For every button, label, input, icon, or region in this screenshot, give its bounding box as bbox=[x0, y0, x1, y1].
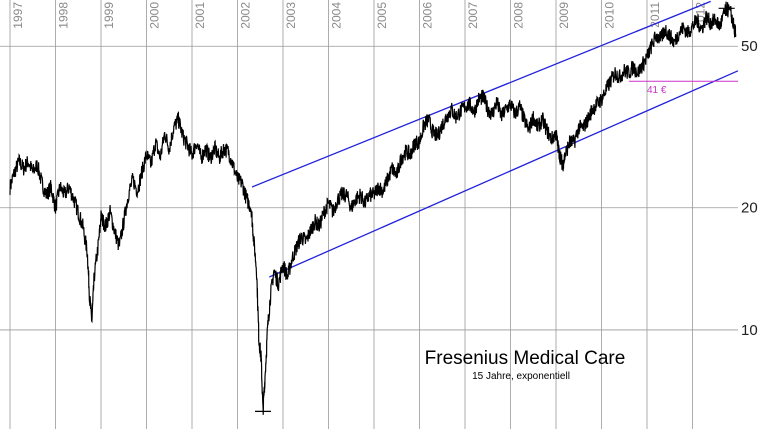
grid bbox=[0, 0, 738, 429]
year-label: 2001 bbox=[193, 2, 207, 29]
year-label: 2006 bbox=[421, 2, 435, 29]
year-label: 2007 bbox=[466, 2, 480, 29]
trend-channel bbox=[251, 0, 739, 278]
year-label: 2009 bbox=[557, 2, 571, 29]
channel-line bbox=[269, 70, 739, 278]
year-label: 2004 bbox=[330, 2, 344, 29]
year-label: 2002 bbox=[239, 2, 253, 29]
year-label: 2011 bbox=[648, 2, 662, 28]
level-label: 41 € bbox=[647, 85, 667, 96]
y-tick-labels: 50 20 10 bbox=[741, 38, 758, 339]
year-label: 1998 bbox=[57, 2, 71, 29]
year-labels: 1997 1998 1999 2000 2001 2002 2003 2004 2005 2006… bbox=[11, 2, 708, 29]
year-label: 2008 bbox=[512, 2, 526, 29]
year-label: 1999 bbox=[102, 2, 116, 29]
year-label: 2005 bbox=[375, 2, 389, 29]
year-label: 2003 bbox=[284, 2, 298, 29]
y-tick-label: 20 bbox=[741, 200, 758, 217]
y-tick-label: 50 bbox=[741, 38, 758, 55]
year-label: 2000 bbox=[148, 2, 162, 29]
chart-subtitle: 15 Jahre, exponentiell bbox=[472, 371, 570, 382]
chart-title: Fresenius Medical Care bbox=[425, 348, 626, 369]
price-series-line bbox=[9, 1, 737, 415]
year-label: 1997 bbox=[11, 2, 25, 29]
y-tick-label: 10 bbox=[741, 322, 758, 339]
year-label: 2010 bbox=[603, 2, 617, 29]
